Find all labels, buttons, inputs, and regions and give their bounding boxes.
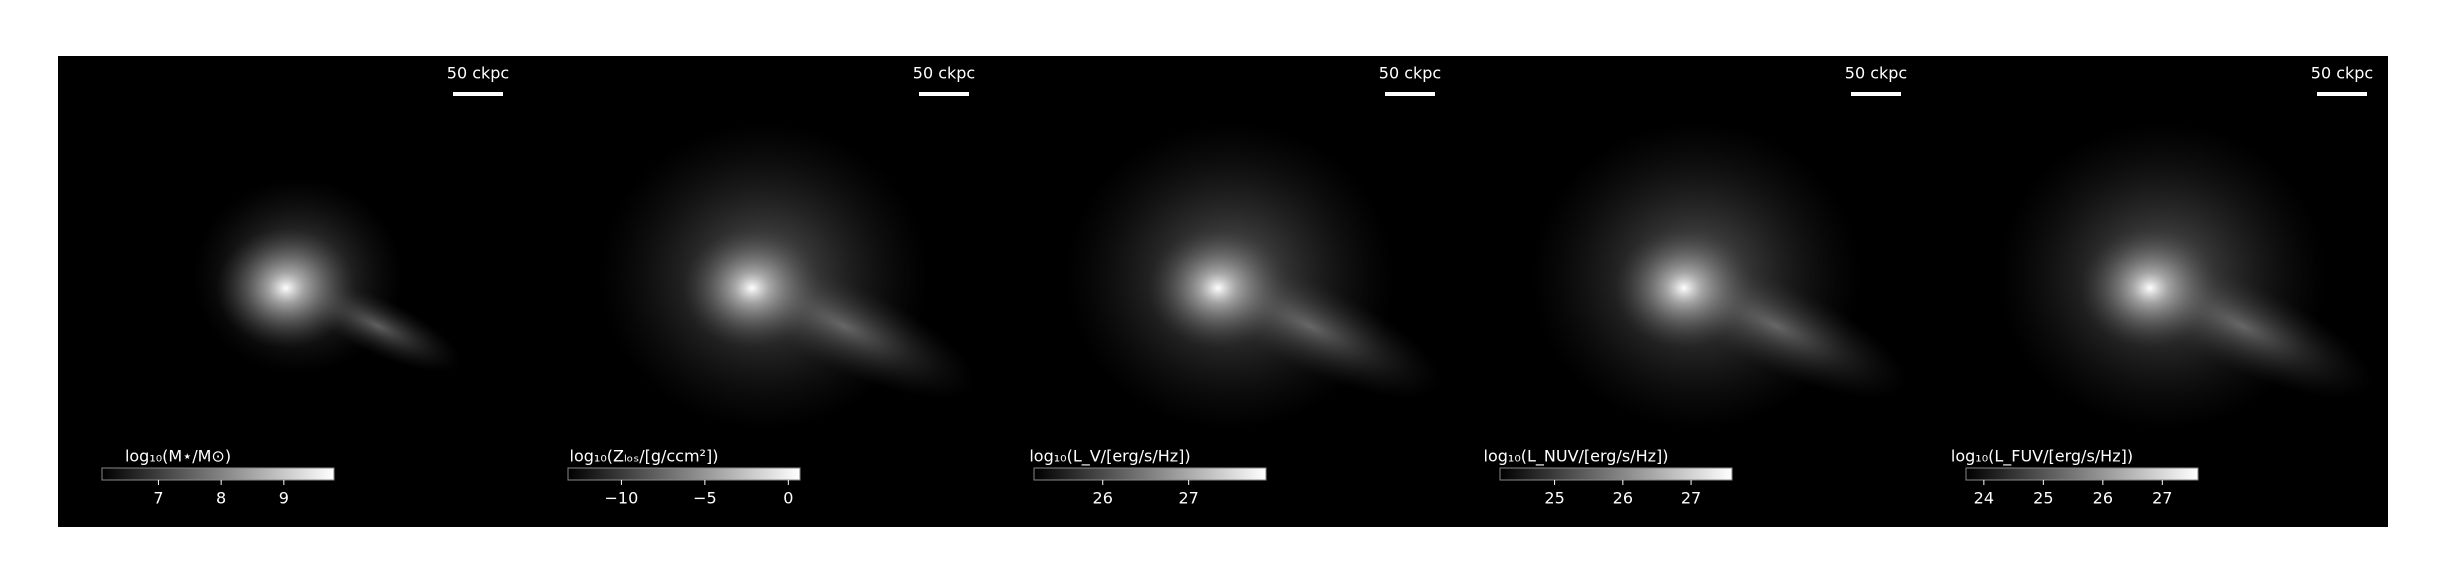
galaxy-core (2080, 228, 2220, 348)
scale-bar-label: 50 ckpc (913, 64, 975, 83)
colorbar-label: log₁₀(L_V/[erg/s/Hz]) (1029, 447, 1190, 467)
colorbar-tick-label: 27 (2152, 489, 2172, 508)
colorbar-tick-label: 26 (1613, 489, 1633, 508)
galaxy-core (1614, 228, 1754, 348)
galaxy-core (682, 228, 822, 348)
colorbar-tick-label: 27 (1178, 489, 1198, 508)
colorbar-tick-label: 0 (783, 489, 793, 508)
colorbar-tick-label: −10 (605, 489, 639, 508)
galaxy-core (216, 228, 356, 348)
colorbar (1033, 467, 1267, 481)
colorbar-tick-label: 25 (1544, 489, 1564, 508)
colorbar-tick-label: 26 (1093, 489, 1113, 508)
scale-bar-label: 50 ckpc (1845, 64, 1907, 83)
colorbar-label: log₁₀(Zₗₒₛ/[g/ccm²]) (570, 447, 719, 466)
colorbar-tick-label: 9 (279, 489, 289, 508)
scale-bar-label: 50 ckpc (1379, 64, 1441, 83)
colorbar-tick-label: 26 (2093, 489, 2113, 508)
galaxy-core (1148, 228, 1288, 348)
colorbar-label: log₁₀(L_NUV/[erg/s/Hz]) (1484, 447, 1669, 467)
colorbar-tick-label: −5 (693, 489, 717, 508)
colorbar (101, 467, 335, 481)
colorbar (567, 467, 801, 481)
colorbar-tick-label: 25 (2033, 489, 2053, 508)
scale-bar-label: 50 ckpc (2311, 64, 2373, 83)
colorbar (1965, 467, 2199, 481)
colorbar-tick-label: 24 (1974, 489, 1994, 508)
colorbar-tick-label: 8 (216, 489, 226, 508)
colorbar (1499, 467, 1733, 481)
colorbar-tick-label: 27 (1681, 489, 1701, 508)
colorbar-label: log₁₀(M⋆/M⊙) (125, 447, 231, 466)
colorbar-label: log₁₀(L_FUV/[erg/s/Hz]) (1951, 447, 2133, 467)
colorbar-tick-label: 7 (153, 489, 163, 508)
scale-bar-label: 50 ckpc (447, 64, 509, 83)
